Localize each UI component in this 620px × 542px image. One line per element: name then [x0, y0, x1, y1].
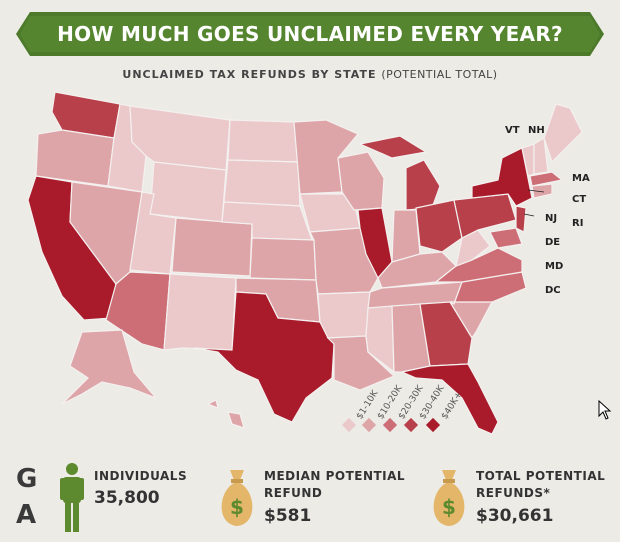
state-maine — [543, 103, 583, 164]
subtitle-note: (POTENTIAL TOTAL) — [381, 68, 498, 81]
state-south-dakota — [223, 159, 301, 207]
subtitle-main: UNCLAIMED TAX REFUNDS BY STATE — [122, 68, 377, 81]
state-colorado — [171, 217, 253, 277]
state-florida — [400, 363, 499, 435]
label-ct: CT — [572, 194, 587, 205]
svg-text:$: $ — [230, 495, 244, 519]
median-value: $581 — [264, 506, 312, 526]
state-new-jersey — [515, 205, 527, 233]
label-ri: RI — [572, 218, 584, 229]
state-alaska — [61, 329, 157, 405]
state-maryland-delaware — [489, 227, 523, 249]
label-md: MD — [545, 261, 564, 272]
label-nj: NJ — [545, 213, 558, 224]
individuals-label: INDIVIDUALS — [94, 469, 188, 483]
median-label-line1: MEDIAN POTENTIAL — [264, 469, 406, 483]
moneybag-icon: $ — [221, 470, 253, 526]
state-indiana — [391, 209, 421, 263]
state-wyoming — [149, 161, 227, 223]
state-michigan — [358, 135, 441, 211]
person-icon — [60, 463, 84, 532]
us-map — [27, 91, 583, 435]
label-vt: VT — [505, 125, 520, 136]
state-ohio — [415, 199, 463, 253]
map-subtitle: UNCLAIMED TAX REFUNDS BY STATE (POTENTIA… — [0, 68, 620, 81]
label-nh: NH — [528, 125, 545, 136]
page-title: HOW MUCH GOES UNCLAIMED EVERY YEAR? — [57, 22, 563, 46]
mouse-cursor-icon — [598, 400, 612, 420]
label-ma: MA — [572, 173, 590, 184]
state-new-hampshire — [533, 137, 549, 175]
state-mississippi — [365, 305, 395, 374]
svg-text:$: $ — [442, 495, 456, 519]
banner-shape — [16, 12, 604, 56]
label-dc: DC — [545, 285, 561, 296]
state-massachusetts — [529, 171, 564, 187]
state-connecticut-ri — [531, 183, 553, 199]
total-label-line1: TOTAL POTENTIAL — [476, 469, 606, 483]
total-value: $30,661 — [476, 506, 554, 526]
state-west-virginia — [455, 229, 491, 267]
state-letter-a: A — [16, 500, 37, 530]
median-label-line2: REFUND — [264, 486, 323, 500]
label-de: DE — [545, 237, 561, 248]
moneybag-icon-total: $ — [433, 470, 465, 526]
state-kansas — [249, 237, 317, 281]
individuals-value: 35,800 — [94, 488, 160, 508]
state-georgia — [419, 301, 473, 367]
state-letter-g: G — [16, 464, 38, 494]
state-texas — [193, 291, 335, 423]
title-banner: HOW MUCH GOES UNCLAIMED EVERY YEAR? — [16, 12, 604, 56]
state-north-dakota — [227, 119, 299, 163]
state-new-mexico — [163, 273, 237, 351]
state-new-york — [471, 147, 533, 207]
state-hawaii — [206, 399, 245, 429]
total-label-line2: REFUNDS* — [476, 486, 551, 500]
state-arkansas — [317, 291, 371, 339]
